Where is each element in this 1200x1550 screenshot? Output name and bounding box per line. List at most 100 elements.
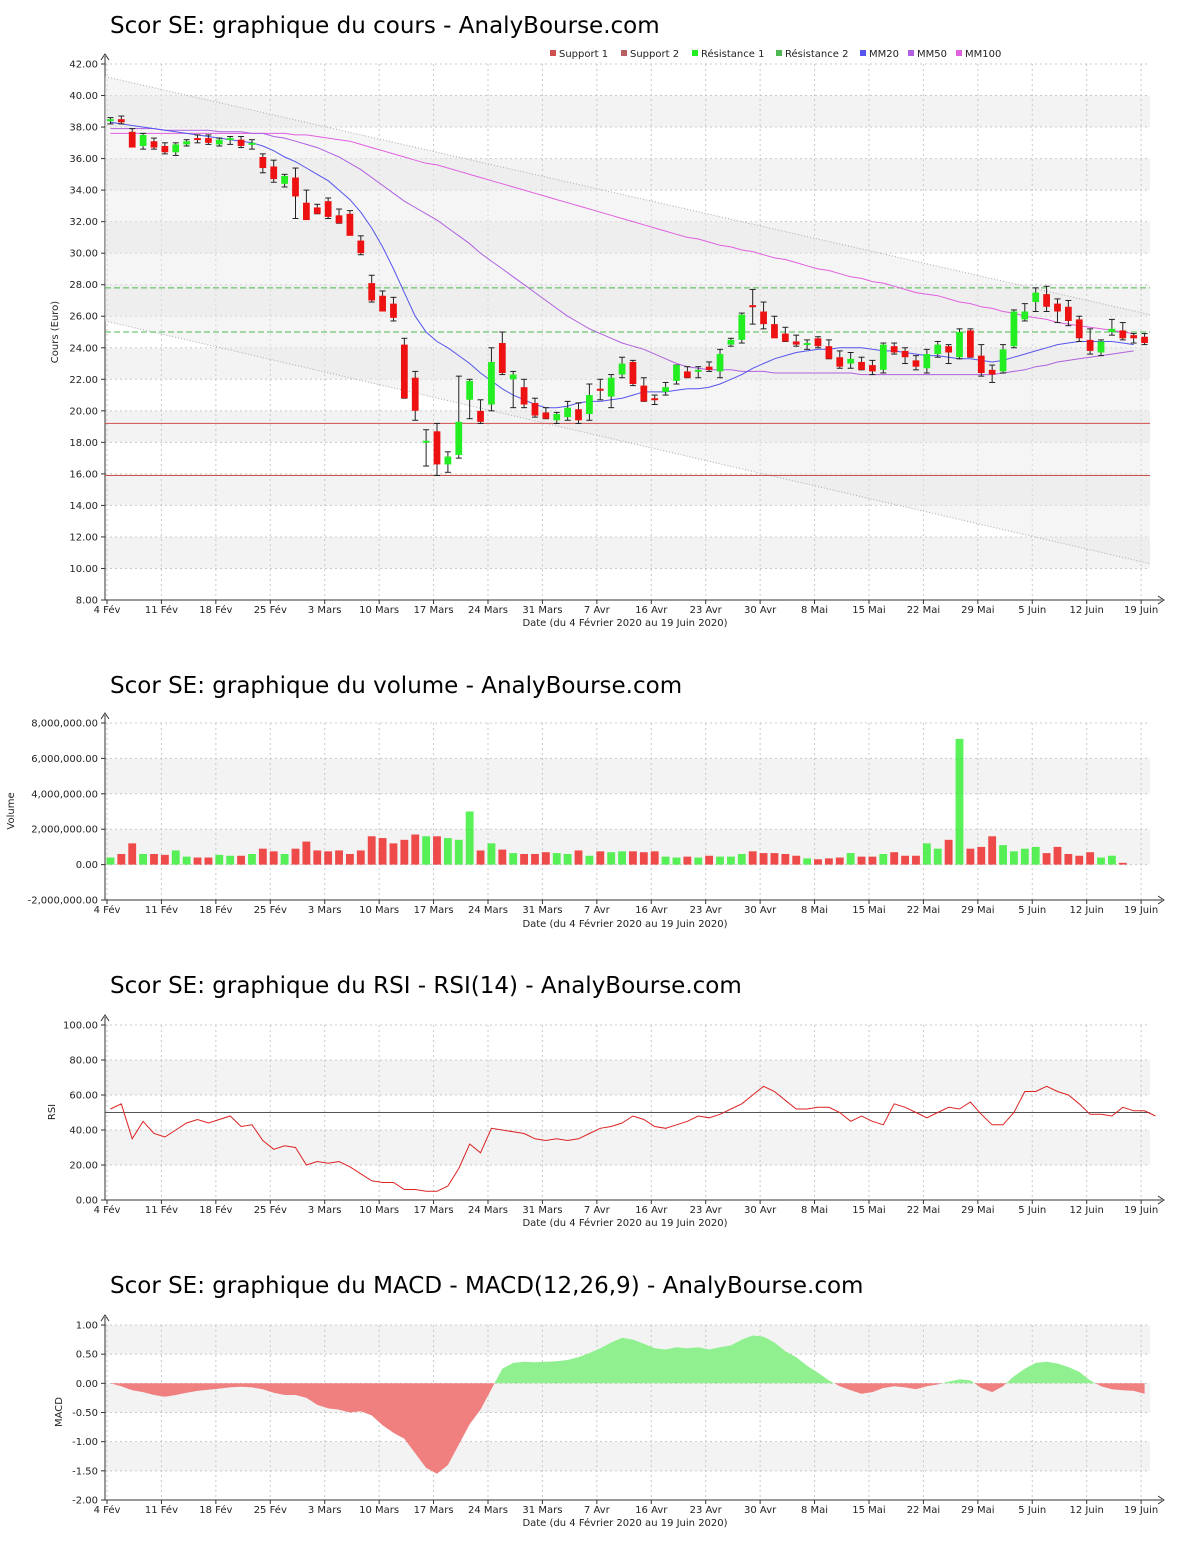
volume-bar (182, 856, 191, 865)
volume-bar (672, 857, 681, 865)
volume-band (105, 758, 1150, 794)
volume-bar (443, 838, 452, 865)
rsi-band (105, 1060, 1150, 1095)
legend-label: MM20 (869, 49, 899, 60)
macd-xtick-label: 16 Avr (635, 1505, 668, 1516)
price-xtick-label: 12 Juin (1070, 605, 1104, 616)
macd-band (105, 1470, 1150, 1500)
volume-bar (335, 850, 343, 865)
price-ytick-label: 20.00 (69, 406, 98, 417)
legend-label: Support 2 (630, 49, 679, 60)
volume-xlabel: Date (du 4 Février 2020 au 19 Juin 2020) (522, 918, 727, 930)
rsi-xtick-label: 11 Fév (145, 1204, 178, 1216)
volume-bar (324, 851, 333, 865)
candle-body (771, 324, 778, 339)
candle-body (400, 344, 408, 399)
volume-ytick-label: 2,000,000.00 (31, 825, 98, 836)
candle-body (498, 343, 506, 373)
volume-bar (922, 843, 931, 865)
volume-bar (694, 857, 703, 865)
rsi-xtick-label: 5 Juin (1018, 1205, 1046, 1216)
candle-body (455, 421, 463, 455)
rsi-xtick-label: 24 Mars (468, 1205, 508, 1216)
price-xtick-label: 22 Mai (907, 605, 940, 616)
volume-bar (933, 848, 942, 865)
volume-bar (955, 738, 964, 865)
volume-bar (868, 856, 877, 865)
price-ytick-label: 18.00 (69, 438, 98, 449)
price-xtick-label: 17 Mars (414, 605, 454, 616)
volume-bar (389, 843, 398, 865)
volume-bar (269, 851, 278, 865)
volume-xtick-label: 29 Mai (961, 905, 994, 916)
rsi-y-arrow (100, 1014, 110, 1022)
candle-body (640, 385, 648, 402)
candle-body (509, 374, 517, 380)
macd-xtick-label: 12 Juin (1070, 1505, 1104, 1516)
price-ylabel: Cours (Euro) (50, 301, 61, 364)
candle-body (999, 349, 1007, 372)
candle-body (357, 240, 365, 254)
macd-xtick-label: 15 Mai (852, 1505, 885, 1516)
candle-body (270, 166, 278, 180)
candle-body (869, 365, 876, 372)
volume-bar (650, 851, 659, 865)
rsi-xtick-label: 16 Avr (635, 1205, 668, 1216)
price-xtick-label: 29 Mai (961, 605, 994, 616)
volume-xtick-label: 22 Mai (907, 905, 940, 916)
rsi-xtick-label: 12 Juin (1070, 1205, 1104, 1216)
candle-body (705, 366, 713, 370)
candle-body (107, 119, 114, 122)
volume-bar (607, 852, 616, 865)
volume-xtick-label: 10 Mars (359, 905, 399, 916)
rsi-ylabel: RSI (47, 1104, 58, 1120)
volume-bar (737, 853, 746, 865)
candle-body (215, 139, 223, 145)
volume-bar (1053, 846, 1062, 865)
candle-body (923, 354, 931, 369)
volume-bar (1042, 853, 1051, 865)
volume-ytick-label: 0.00 (76, 860, 98, 871)
volume-ytick-label: 6,000,000.00 (31, 754, 98, 765)
price-xtick-label: 19 Juin (1124, 605, 1158, 616)
volume-bar (171, 850, 180, 865)
price-ytick-label: 38.00 (69, 123, 98, 134)
price-band (105, 536, 1150, 569)
macd-ytick-label: -1.00 (72, 1437, 98, 1448)
rsi-xtick-label: 31 Mars (522, 1205, 562, 1216)
price-xtick-label: 16 Avr (635, 605, 668, 616)
volume-xtick-label: 4 Fév (94, 904, 121, 916)
candle-body (488, 361, 495, 405)
candle-body (128, 131, 136, 148)
volume-y-arrow (100, 712, 110, 720)
rsi-xtick-label: 7 Avr (584, 1205, 611, 1216)
legend-swatch (550, 50, 556, 56)
macd-negative-area (110, 1383, 495, 1474)
volume-xtick-label: 11 Fév (145, 904, 178, 916)
candle-body (542, 412, 550, 419)
candle-body (1086, 339, 1094, 351)
rsi-band (105, 1025, 1150, 1060)
price-xtick-label: 25 Fév (254, 604, 287, 616)
volume-bar (160, 854, 169, 865)
macd-xtick-label: 8 Mai (801, 1505, 828, 1516)
price-y-arrow (100, 53, 110, 61)
candle-body (139, 134, 147, 146)
price-band (105, 410, 1150, 443)
candle-body (792, 341, 800, 345)
legend-swatch (692, 50, 698, 56)
volume-bar (367, 836, 376, 865)
legend-swatch (956, 50, 962, 56)
price-band (105, 347, 1150, 380)
price-band (105, 253, 1150, 285)
macd-ytick-label: 0.00 (76, 1379, 98, 1390)
legend-swatch (776, 50, 782, 56)
macd-ytick-label: -2.00 (72, 1496, 98, 1507)
price-ytick-label: 30.00 (69, 249, 98, 260)
price-ytick-label: 40.00 (69, 91, 98, 102)
price-xtick-label: 23 Avr (690, 605, 723, 616)
macd-xtick-label: 25 Fév (254, 1504, 287, 1516)
rsi-ytick-label: 40.00 (69, 1126, 98, 1137)
rsi-xtick-label: 4 Fév (94, 1204, 121, 1216)
